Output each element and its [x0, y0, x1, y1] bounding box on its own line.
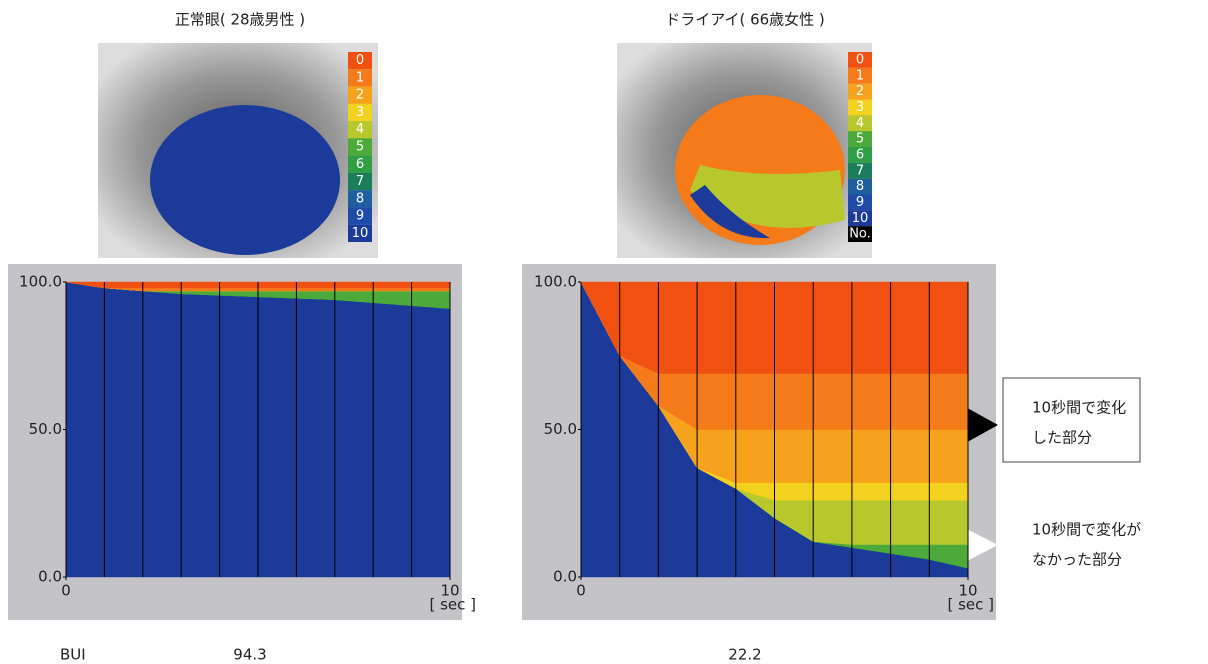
- x-tick-label: 0: [61, 582, 71, 600]
- x-tick-label: 0: [576, 582, 586, 600]
- y-tick-label: 0.0: [38, 568, 62, 586]
- legend-label: 1: [356, 70, 364, 85]
- legend-label: 1: [856, 68, 864, 83]
- legend-label: 4: [856, 116, 864, 131]
- annotation: なかった部分: [1032, 551, 1122, 569]
- y-tick-label: 50.0: [544, 420, 577, 438]
- legend-label: 6: [356, 157, 364, 172]
- legend-label: 5: [856, 132, 864, 147]
- legend-label: 6: [856, 147, 864, 162]
- legend-label: 0: [856, 52, 864, 67]
- legend-label: 5: [356, 140, 364, 155]
- bui-value: 94.3: [233, 646, 266, 664]
- x-axis-label: [ sec ]: [429, 596, 476, 614]
- y-tick-label: 50.0: [29, 420, 62, 438]
- annotation: した部分: [1032, 429, 1092, 447]
- legend-label: 10: [352, 226, 369, 241]
- legend-label: 8: [356, 191, 364, 206]
- legend-label: 8: [856, 179, 864, 194]
- chart-title: 正常眼( 28歳男性 ): [175, 11, 305, 29]
- legend-label: 0: [356, 53, 364, 68]
- chart-title: ドライアイ( 66歳女性 ): [665, 11, 825, 29]
- bui-label: BUI: [60, 646, 86, 664]
- legend-label: 2: [356, 88, 364, 103]
- eye-map: [150, 105, 340, 255]
- annotation-box: [1003, 378, 1140, 462]
- legend-label: 9: [356, 209, 364, 224]
- y-tick-label: 100.0: [534, 273, 577, 291]
- legend-label: 7: [856, 163, 864, 178]
- legend-label: 7: [356, 174, 364, 189]
- y-tick-label: 0.0: [553, 568, 577, 586]
- legend-label: 10: [852, 211, 869, 226]
- figure: BUI 正常眼( 28歳男性 )0.050.0100.0010[ sec ]94…: [0, 0, 1208, 664]
- annotation: 10秒間で変化が: [1032, 521, 1141, 539]
- legend-label: 9: [856, 195, 864, 210]
- bui-value: 22.2: [728, 646, 761, 664]
- legend-label: 2: [856, 84, 864, 99]
- legend-label: 3: [856, 100, 864, 115]
- legend-title: No.: [849, 227, 871, 242]
- x-axis-label: [ sec ]: [947, 596, 994, 614]
- legend-label: 4: [356, 122, 364, 137]
- annotation: 10秒間で変化: [1032, 399, 1126, 417]
- legend-label: 3: [356, 105, 364, 120]
- y-tick-label: 100.0: [19, 273, 62, 291]
